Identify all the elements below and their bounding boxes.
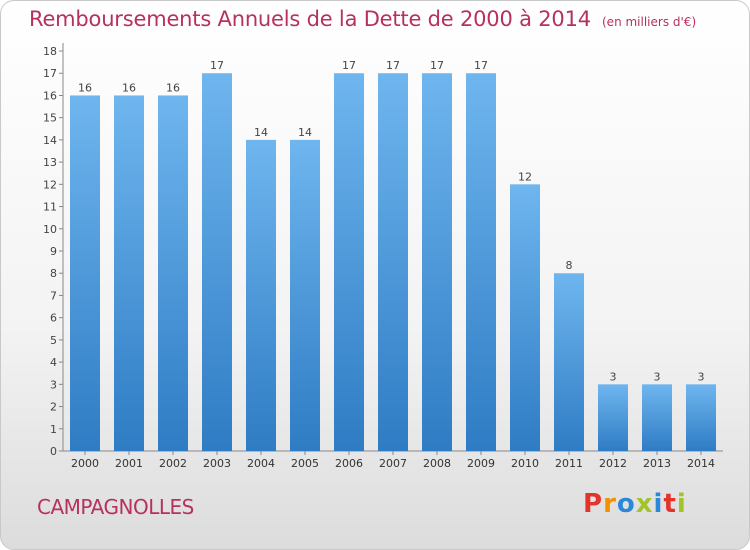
y-tick-label: 16 [43, 89, 57, 102]
logo-letter: i [676, 489, 687, 519]
x-tick-label: 2007 [379, 457, 407, 470]
logo-letter: r [603, 489, 617, 519]
y-tick-label: 0 [50, 445, 57, 458]
bar [378, 73, 408, 451]
x-tick-label: 2006 [335, 457, 363, 470]
y-tick-label: 3 [50, 378, 57, 391]
data-label: 16 [78, 81, 92, 94]
data-label: 16 [166, 81, 180, 94]
x-tick-label: 2002 [159, 457, 187, 470]
bar [510, 184, 540, 452]
commune-name: CAMPAGNOLLES [37, 495, 194, 519]
bar [642, 384, 672, 451]
x-tick-label: 2001 [115, 457, 143, 470]
bar [554, 273, 584, 451]
bar [202, 73, 232, 451]
y-tick-label: 7 [50, 289, 57, 302]
bar [246, 139, 276, 451]
bar [686, 384, 716, 451]
y-tick-label: 4 [50, 356, 57, 369]
logo-letter: x [635, 489, 654, 519]
x-tick-label: 2004 [247, 457, 275, 470]
y-tick-label: 8 [50, 267, 57, 280]
x-tick-label: 2013 [643, 457, 671, 470]
logo-letter: t [663, 489, 677, 519]
chart-subtitle: (en milliers d'€) [602, 15, 697, 29]
y-tick-label: 17 [43, 67, 57, 80]
bar [334, 73, 364, 451]
data-label: 3 [654, 370, 661, 383]
bar [158, 95, 188, 451]
y-tick-label: 1 [50, 423, 57, 436]
bar [114, 95, 144, 451]
x-tick-label: 2011 [555, 457, 583, 470]
y-tick-label: 6 [50, 312, 57, 325]
x-tick-label: 2010 [511, 457, 539, 470]
x-tick-label: 2008 [423, 457, 451, 470]
x-tick-label: 2012 [599, 457, 627, 470]
data-label: 17 [210, 59, 224, 72]
y-tick-label: 10 [43, 223, 57, 236]
chart-title-block: Remboursements Annuels de la Dette de 20… [29, 7, 696, 31]
bar [598, 384, 628, 451]
data-label: 17 [430, 59, 444, 72]
data-label: 3 [698, 370, 705, 383]
data-label: 14 [298, 126, 312, 139]
data-label: 8 [566, 259, 573, 272]
y-tick-label: 15 [43, 112, 57, 125]
data-label: 12 [518, 170, 532, 183]
y-tick-label: 9 [50, 245, 57, 258]
data-label: 17 [474, 59, 488, 72]
bar [422, 73, 452, 451]
y-tick-label: 14 [43, 134, 57, 147]
data-label: 17 [342, 59, 356, 72]
logo-letter: i [653, 489, 664, 519]
data-label: 16 [122, 81, 136, 94]
data-label: 14 [254, 126, 268, 139]
bar [466, 73, 496, 451]
x-tick-label: 2005 [291, 457, 319, 470]
bar [70, 95, 100, 451]
x-tick-label: 2009 [467, 457, 495, 470]
logo-letter: o [616, 489, 636, 519]
x-tick-label: 2000 [71, 457, 99, 470]
x-tick-label: 2014 [687, 457, 715, 470]
y-tick-label: 12 [43, 178, 57, 191]
y-tick-label: 13 [43, 156, 57, 169]
y-tick-label: 5 [50, 334, 57, 347]
bar [290, 139, 320, 451]
data-label: 3 [610, 370, 617, 383]
data-label: 17 [386, 59, 400, 72]
chart-title: Remboursements Annuels de la Dette de 20… [29, 7, 591, 31]
y-tick-label: 11 [43, 201, 57, 214]
proxiti-logo: Proxiti [583, 489, 687, 519]
x-tick-label: 2003 [203, 457, 231, 470]
logo-letter: P [583, 489, 604, 519]
y-tick-label: 2 [50, 401, 57, 414]
y-tick-label: 18 [43, 45, 57, 58]
